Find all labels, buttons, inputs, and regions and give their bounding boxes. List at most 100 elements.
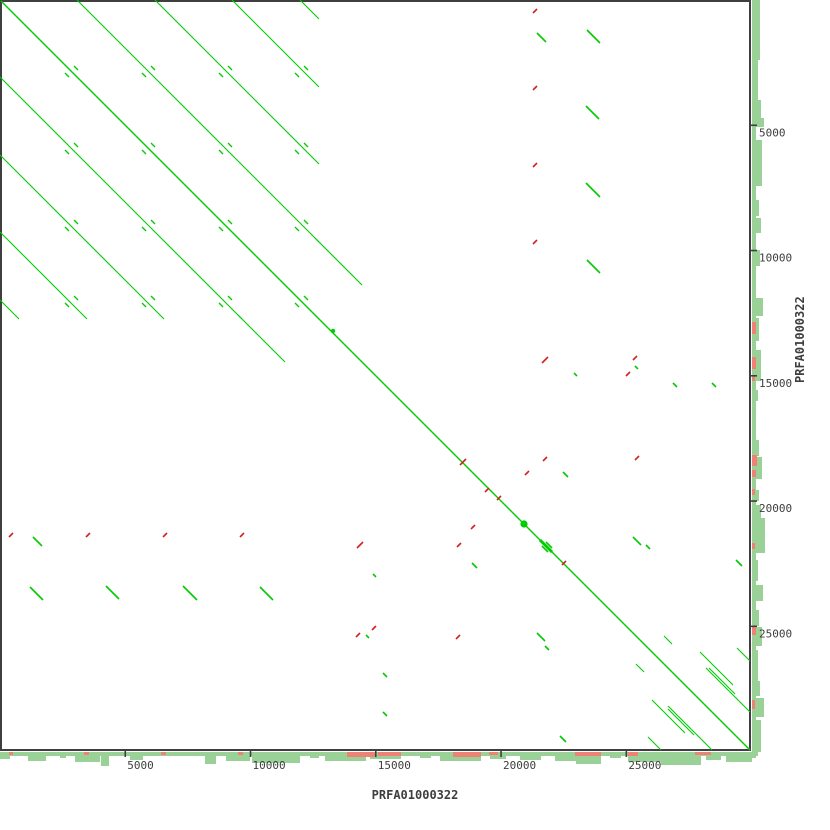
bottom-histogram-bar <box>252 752 300 763</box>
bottom-histogram-bar <box>28 752 46 761</box>
forward-diagonal <box>538 538 554 554</box>
repeat-cluster-dash <box>303 142 309 148</box>
reverse-match <box>85 532 91 538</box>
bottom-histogram-bar <box>130 752 143 760</box>
repeat-cluster-dash <box>141 226 147 232</box>
bottom-histogram-bar <box>101 752 109 766</box>
repeat-cluster-dash <box>303 295 309 301</box>
bottom-histogram-bar <box>555 752 576 761</box>
reverse-match <box>532 239 538 245</box>
bottom-histogram-bar <box>75 752 100 762</box>
forward-diagonal <box>299 0 320 20</box>
y-axis-title: PRFA01000322 <box>793 296 807 384</box>
right-histogram-red-bar <box>752 455 757 466</box>
right-histogram-red-bar <box>752 543 755 549</box>
reverse-match <box>470 524 476 530</box>
forward-match <box>645 544 651 550</box>
bottom-histogram-bar <box>610 752 621 758</box>
repeat-cluster-dash <box>64 302 70 308</box>
repeat-cluster-dash <box>150 295 156 301</box>
right-histogram-bar <box>752 518 765 553</box>
right-histogram-red-bar <box>752 322 756 334</box>
forward-match <box>365 634 370 639</box>
right-histogram-bar <box>752 490 759 501</box>
forward-match <box>372 573 377 578</box>
forward-diagonal <box>0 76 243 320</box>
repeat-cluster-dash <box>73 142 79 148</box>
bottom-histogram-bar <box>706 752 721 760</box>
reverse-match <box>532 8 538 14</box>
reverse-match <box>634 455 640 461</box>
x-axis-title: PRFA01000322 <box>371 788 459 802</box>
forward-diagonal <box>154 0 320 165</box>
repeat-cluster-dash <box>227 219 233 225</box>
reverse-match <box>8 532 14 538</box>
diagonal-dot <box>330 328 336 334</box>
right-histogram-bar <box>752 218 761 233</box>
right-histogram-bar <box>752 350 761 381</box>
repeat-cluster-dash <box>294 302 300 308</box>
forward-diagonal <box>651 699 686 734</box>
bottom-histogram-bar <box>628 752 661 762</box>
right-histogram-red-bar <box>752 700 755 709</box>
repeat-cluster-dash <box>294 72 300 78</box>
reverse-match <box>532 162 538 168</box>
right-histogram-bar <box>752 60 758 100</box>
repeat-cluster-dash <box>150 219 156 225</box>
reverse-match <box>162 532 168 538</box>
right-histogram-bar <box>752 720 761 752</box>
bottom-histogram-bar <box>205 752 216 764</box>
bottom-histogram-bar <box>226 752 250 761</box>
repeat-cluster-dash <box>303 65 309 71</box>
repeat-cluster-dash <box>227 65 233 71</box>
forward-diagonal <box>0 299 20 320</box>
forward-match <box>382 711 388 717</box>
repeat-cluster-dash <box>141 302 147 308</box>
reverse-match <box>484 487 490 493</box>
right-histogram-bar <box>752 610 759 626</box>
forward-match <box>585 105 600 120</box>
reverse-match <box>625 371 631 377</box>
bottom-histogram-red-bar <box>347 752 375 757</box>
reverse-match <box>355 632 361 638</box>
bottom-histogram-red-bar <box>453 752 481 757</box>
right-histogram-bar <box>752 440 759 456</box>
y-axis-tick-label: 25000 <box>759 627 792 640</box>
forward-diagonal <box>545 541 553 549</box>
forward-match <box>672 382 678 388</box>
forward-match <box>536 632 546 642</box>
right-histogram-bar <box>752 118 764 127</box>
right-histogram-red-bar <box>752 627 756 635</box>
repeat-cluster-dash <box>73 295 79 301</box>
bottom-histogram-red-bar <box>489 752 498 755</box>
bottom-histogram-bar <box>661 752 701 765</box>
bottom-histogram-red-bar <box>575 752 601 756</box>
repeat-cluster-dash <box>218 72 224 78</box>
forward-match <box>382 672 388 678</box>
bottom-histogram-bar <box>325 752 366 761</box>
bottom-histogram-red-bar <box>161 752 166 755</box>
repeat-cluster-dash <box>73 65 79 71</box>
forward-diagonal <box>667 705 713 751</box>
forward-diagonal <box>314 237 363 286</box>
y-axis-tick-label: 15000 <box>759 377 792 390</box>
repeat-cluster-dash <box>294 149 300 155</box>
repeat-cluster-dash <box>218 149 224 155</box>
right-histogram-red-bar <box>752 357 756 369</box>
forward-match <box>471 562 478 569</box>
x-axis-tick-label: 20000 <box>503 759 536 772</box>
bottom-histogram-bar <box>420 752 431 758</box>
right-histogram-bar <box>752 0 760 60</box>
bottom-histogram-red-bar <box>9 752 13 755</box>
forward-diagonal <box>0 231 88 320</box>
forward-match <box>711 382 717 388</box>
forward-match <box>585 182 601 198</box>
right-histogram-bar <box>752 140 762 186</box>
repeat-cluster-dash <box>303 219 309 225</box>
repeat-cluster-dash <box>227 142 233 148</box>
repeat-cluster-dash <box>150 142 156 148</box>
right-histogram-bar <box>752 298 763 316</box>
reverse-match <box>496 495 502 501</box>
right-histogram-bar <box>752 627 762 646</box>
